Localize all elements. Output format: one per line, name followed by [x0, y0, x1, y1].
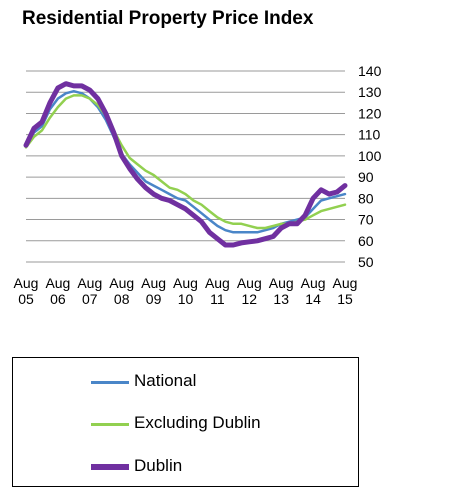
legend-label-dublin: Dublin: [134, 456, 183, 475]
x-tick-month-10: Aug: [333, 275, 358, 291]
series-line-dublin: [23, 81, 348, 248]
x-tick-year-9: 14: [305, 291, 321, 307]
x-tick-year-5: 10: [178, 291, 194, 307]
y-tick-label-140: 140: [358, 63, 382, 79]
x-tick-year-3: 08: [114, 291, 130, 307]
x-tick-month-7: Aug: [237, 275, 262, 291]
x-tick-year-2: 07: [82, 291, 98, 307]
series-lines: [23, 81, 348, 248]
legend-label-excluding-dublin: Excluding Dublin: [134, 413, 261, 432]
y-tick-label-130: 130: [358, 84, 382, 100]
x-tick-month-5: Aug: [173, 275, 198, 291]
x-tick-year-1: 06: [50, 291, 66, 307]
y-tick-label-90: 90: [358, 169, 374, 185]
x-tick-year-10: 15: [337, 291, 353, 307]
x-tick-month-0: Aug: [14, 275, 39, 291]
x-tick-month-1: Aug: [45, 275, 70, 291]
y-tick-label-100: 100: [358, 148, 382, 164]
x-tick-month-2: Aug: [77, 275, 102, 291]
chart-title: Residential Property Price Index: [22, 8, 314, 29]
x-tick-year-0: 05: [18, 291, 34, 307]
x-tick-year-7: 12: [242, 291, 258, 307]
legend: National Excluding Dublin Dublin: [12, 357, 359, 487]
x-tick-year-4: 09: [146, 291, 162, 307]
gridlines: [26, 70, 345, 263]
x-tick-month-8: Aug: [269, 275, 294, 291]
x-tick-year-6: 11: [210, 291, 225, 307]
series-line-national: [24, 89, 347, 234]
y-tick-label-50: 50: [358, 254, 374, 270]
legend-label-national: National: [134, 371, 197, 390]
y-axis: 50 60 70 80 90 100 110 120 130 140: [358, 63, 382, 270]
x-tick-month-3: Aug: [109, 275, 134, 291]
legend-swatch-national: [91, 381, 129, 384]
legend-swatch-dublin: [91, 464, 129, 470]
x-tick-month-6: Aug: [205, 275, 230, 291]
y-tick-label-120: 120: [358, 105, 382, 121]
y-tick-label-70: 70: [358, 212, 374, 228]
x-axis: Aug05Aug06Aug07Aug08Aug09Aug10Aug11Aug12…: [14, 275, 358, 307]
x-tick-month-9: Aug: [301, 275, 326, 291]
x-tick-year-8: 13: [273, 291, 289, 307]
x-tick-month-4: Aug: [141, 275, 166, 291]
legend-swatch-excluding-dublin: [91, 423, 129, 426]
y-tick-label-110: 110: [358, 127, 381, 143]
y-tick-label-60: 60: [358, 233, 374, 249]
y-tick-label-80: 80: [358, 190, 374, 206]
